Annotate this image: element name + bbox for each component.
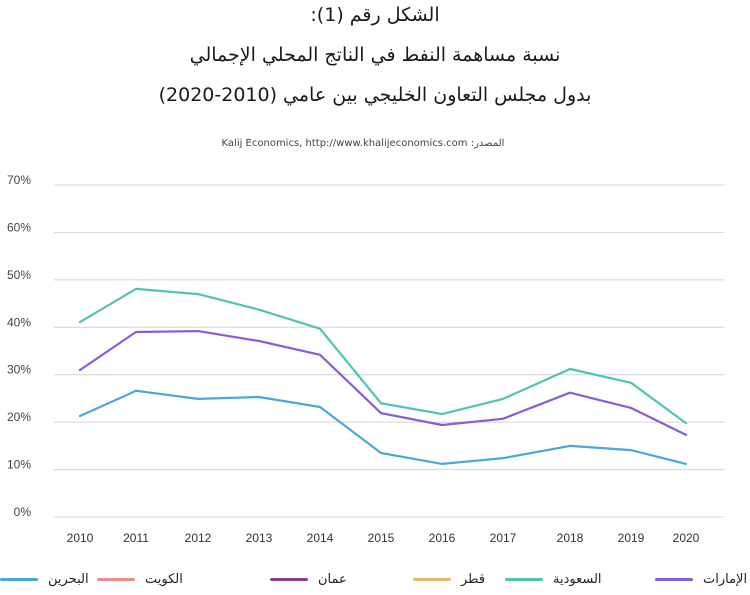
y-tick-label: 50% (7, 268, 31, 282)
legend-item[interactable]: الإمارات (655, 572, 747, 587)
data-point (441, 462, 443, 465)
legend-swatch-icon (655, 578, 693, 581)
line-chart: 0% 10% 20% 30% 40% 50% 60% 70% 2010 2011 2012 2013… (7, 173, 724, 545)
x-tick-label: 2012 (185, 531, 212, 545)
y-tick-label: 30% (7, 363, 31, 377)
data-point (380, 412, 382, 415)
data-point (135, 287, 137, 290)
data-point (79, 415, 81, 417)
x-tick-label: 2018 (557, 531, 584, 545)
y-tick-label: 60% (7, 220, 31, 234)
data-point (258, 396, 260, 398)
data-point (135, 331, 137, 333)
data-point (685, 422, 687, 425)
data-point (258, 308, 260, 311)
x-tick-label: 2016 (429, 531, 456, 545)
legend-swatch-icon (270, 578, 308, 581)
data-point (685, 462, 687, 465)
legend: البحرين الكويت عمان قطر السعودية الإمارات (0, 572, 750, 594)
y-tick-label: 40% (7, 315, 31, 329)
data-point (502, 417, 504, 420)
legend-label: قطر (461, 572, 486, 587)
chart-title-line-1: نسبة مساهمة النفط في الناتج المحلي الإجم… (189, 44, 561, 66)
data-point (569, 368, 571, 370)
data-point (630, 449, 632, 452)
data-point (135, 389, 137, 392)
legend-swatch-icon (0, 578, 38, 581)
data-point (197, 293, 199, 296)
x-tick-label: 2020 (673, 531, 700, 545)
x-tick-label: 2013 (246, 531, 273, 545)
legend-item[interactable]: عمان (270, 572, 347, 587)
data-point (569, 391, 571, 394)
x-tick-label: 2017 (490, 531, 517, 545)
x-tick-label: 2014 (307, 531, 334, 545)
legend-label: عمان (318, 572, 347, 587)
legend-label: الكويت (145, 572, 183, 587)
y-axis-ticks: 0% 10% 20% 30% 40% 50% 60% 70% (7, 173, 31, 519)
x-axis-ticks: 2010 2011 2012 2013 2014 2015 2016 2017 2018 2019… (67, 531, 700, 545)
data-point (502, 397, 504, 400)
series-line-0 (78, 389, 688, 465)
y-tick-label: 20% (7, 410, 31, 424)
series-lines (78, 287, 688, 465)
x-tick-label: 2010 (67, 531, 94, 545)
y-tick-label: 0% (14, 505, 32, 519)
data-point (319, 406, 321, 408)
y-tick-label: 10% (7, 458, 31, 472)
x-tick-label: 2011 (123, 531, 149, 545)
data-point (79, 321, 81, 324)
data-point (630, 381, 632, 384)
data-point (502, 457, 504, 460)
legend-label: البحرين (48, 572, 89, 587)
legend-swatch-icon (505, 578, 543, 581)
data-point (258, 340, 260, 342)
series-line-5 (78, 330, 688, 436)
data-point (319, 327, 321, 330)
data-point (630, 406, 632, 409)
legend-swatch-icon (413, 578, 451, 581)
x-tick-label: 2015 (368, 531, 395, 545)
legend-label: السعودية (553, 572, 602, 587)
legend-item[interactable]: قطر (413, 572, 485, 587)
series-line-4 (78, 287, 688, 425)
y-tick-label: 70% (7, 173, 31, 187)
data-point (197, 330, 199, 333)
data-point (380, 402, 382, 405)
data-point (197, 397, 199, 400)
gridlines (54, 184, 724, 518)
data-point (441, 424, 443, 426)
source-note: Kalij Economics, http://www.khalijeconom… (221, 138, 505, 149)
legend-item[interactable]: البحرين (0, 572, 89, 587)
figure-number-title: الشكل رقم (1): (310, 4, 440, 26)
data-point (319, 353, 321, 356)
data-point (380, 452, 382, 454)
legend-swatch-icon (97, 578, 135, 581)
x-tick-label: 2019 (618, 531, 645, 545)
data-point (685, 433, 687, 436)
legend-item[interactable]: الكويت (97, 572, 183, 587)
data-point (569, 444, 571, 447)
legend-label: الإمارات (703, 572, 748, 587)
data-point (441, 413, 443, 416)
legend-item[interactable]: السعودية (505, 572, 602, 587)
chart-title-line-2: بدول مجلس التعاون الخليجي بين عامي (2010… (158, 84, 592, 106)
data-point (79, 369, 81, 371)
